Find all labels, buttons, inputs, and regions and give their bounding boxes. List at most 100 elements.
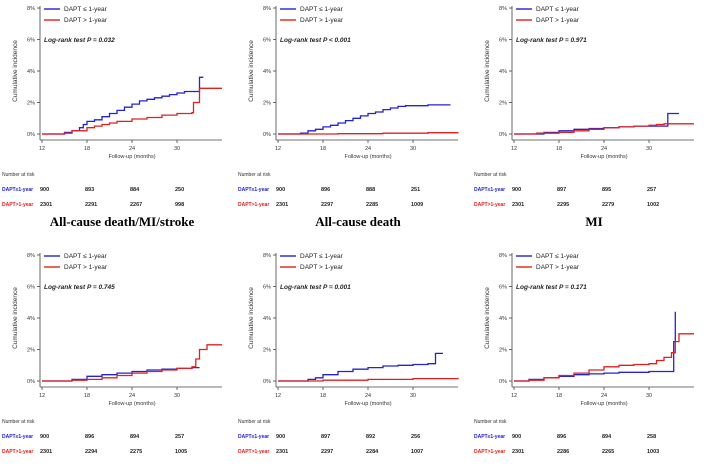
risk-row-label: DAPT≤1-year (2, 187, 33, 193)
x-tick-label: 12 (275, 146, 281, 152)
y-tick-label: 0% (499, 132, 507, 138)
legend-label: DAPT > 1-year (536, 17, 580, 24)
y-axis-label: Cumulative incidence (12, 287, 19, 349)
risk-count: 900 (512, 434, 521, 440)
risk-row-label: DAPT≤1-year (474, 434, 505, 440)
risk-count: 2297 (321, 449, 333, 455)
x-axis-label: Follow-up (months) (108, 401, 155, 407)
legend-label: DAPT > 1-year (64, 17, 108, 24)
risk-count: 896 (85, 434, 94, 440)
panel-1: 0% 2% 4% 6% 8% 12 18 24 30 Follow-up (months) Cumu… (2, 6, 222, 229)
risk-count: 2301 (40, 449, 52, 455)
risk-count: 2279 (602, 202, 614, 208)
risk-table-header: Number at risk (2, 172, 35, 178)
legend-label: DAPT ≤ 1-year (300, 253, 344, 260)
x-tick-label: 24 (129, 393, 135, 399)
risk-count: 2285 (366, 202, 378, 208)
risk-count: 998 (175, 202, 184, 208)
risk-count: 900 (276, 187, 285, 193)
x-axis-label: Follow-up (months) (580, 154, 627, 160)
risk-count: 895 (602, 187, 611, 193)
panel-title: All-cause death/MI/stroke (50, 214, 195, 229)
panel-3: 0% 2% 4% 6% 8% 12 18 24 30 Follow-up (months) Cumu… (474, 6, 694, 229)
y-tick-label: 2% (27, 101, 35, 107)
x-tick-label: 18 (84, 393, 90, 399)
risk-count: 257 (647, 187, 656, 193)
y-tick-label: 6% (263, 285, 271, 291)
legend-label: DAPT ≤ 1-year (536, 6, 580, 13)
y-tick-label: 0% (27, 132, 35, 138)
y-tick-label: 4% (499, 316, 507, 322)
x-axis-label: Follow-up (months) (344, 401, 391, 407)
risk-row-label: DAPT≤1-year (238, 187, 269, 193)
x-axis-label: Follow-up (months) (580, 401, 627, 407)
risk-table-header: Number at risk (238, 419, 271, 425)
series-dapt-long (278, 132, 459, 135)
risk-count: 1009 (411, 202, 423, 208)
risk-count: 2301 (40, 202, 52, 208)
panel-title: MI (585, 214, 602, 229)
risk-count: 2286 (557, 449, 569, 455)
panel-4: 0% 2% 4% 6% 8% 12 18 24 30 Follow-up (months) Cumu… (2, 253, 222, 468)
y-axis-label: Cumulative incidence (248, 40, 255, 102)
risk-row-label: DAPT>1-year (474, 202, 505, 208)
x-tick-label: 30 (646, 146, 652, 152)
risk-table-header: Number at risk (2, 419, 35, 425)
series-dapt-short (278, 104, 451, 135)
x-tick-label: 30 (410, 393, 416, 399)
risk-count: 1002 (647, 202, 659, 208)
risk-count: 2284 (366, 449, 379, 455)
risk-count: 2301 (512, 449, 524, 455)
y-tick-label: 6% (499, 285, 507, 291)
y-tick-label: 6% (263, 38, 271, 44)
risk-row-label: DAPT≤1-year (474, 187, 505, 193)
risk-count: 900 (276, 434, 285, 440)
y-tick-label: 0% (27, 379, 35, 385)
y-axis-label: Cumulative incidence (248, 287, 255, 349)
risk-count: 896 (321, 187, 330, 193)
risk-count: 2265 (602, 449, 614, 455)
legend-label: DAPT ≤ 1-year (536, 253, 580, 260)
x-tick-label: 24 (129, 146, 135, 152)
y-axis-label: Cumulative incidence (484, 40, 491, 102)
y-tick-label: 2% (263, 348, 271, 354)
legend-label: DAPT > 1-year (536, 264, 580, 271)
risk-count: 2275 (130, 449, 142, 455)
logrank-annotation: Log-rank test P = 0.971 (516, 37, 587, 44)
y-tick-label: 8% (499, 6, 507, 12)
risk-row-label: DAPT≤1-year (238, 434, 269, 440)
series-dapt-short (278, 352, 443, 382)
risk-row-label: DAPT>1-year (2, 202, 33, 208)
panel-6: 0% 2% 4% 6% 8% 12 18 24 30 Follow-up (months) Cumu… (474, 253, 694, 468)
logrank-annotation: Log-rank test P = 0.001 (280, 284, 351, 291)
risk-count: 2301 (512, 202, 524, 208)
x-tick-label: 30 (410, 146, 416, 152)
risk-count: 893 (85, 187, 94, 193)
x-tick-label: 12 (39, 146, 45, 152)
y-tick-label: 2% (499, 101, 507, 107)
y-tick-label: 2% (27, 348, 35, 354)
y-axis-label: Cumulative incidence (12, 40, 19, 102)
risk-count: 1007 (411, 449, 423, 455)
y-tick-label: 8% (27, 6, 35, 12)
legend-label: DAPT > 1-year (300, 17, 344, 24)
legend-label: DAPT ≤ 1-year (64, 6, 108, 13)
risk-row-label: DAPT≤1-year (2, 434, 33, 440)
y-tick-label: 0% (263, 132, 271, 138)
risk-row-label: DAPT>1-year (238, 202, 269, 208)
y-tick-label: 8% (263, 253, 271, 259)
panel-2: 0% 2% 4% 6% 8% 12 18 24 30 Follow-up (months) Cumu… (238, 6, 459, 229)
x-axis-label: Follow-up (months) (344, 154, 391, 160)
x-tick-label: 12 (39, 393, 45, 399)
y-tick-label: 0% (263, 379, 271, 385)
risk-count: 2301 (276, 449, 288, 455)
x-tick-label: 18 (556, 146, 562, 152)
legend-label: DAPT > 1-year (64, 264, 108, 271)
panel-5: 0% 2% 4% 6% 8% 12 18 24 30 Follow-up (months) Cumu… (238, 253, 459, 468)
risk-count: 892 (366, 434, 375, 440)
x-tick-label: 24 (601, 393, 607, 399)
x-axis-label: Follow-up (months) (108, 154, 155, 160)
x-tick-label: 30 (174, 146, 180, 152)
series-dapt-long (42, 344, 222, 382)
risk-row-label: DAPT>1-year (2, 449, 33, 455)
